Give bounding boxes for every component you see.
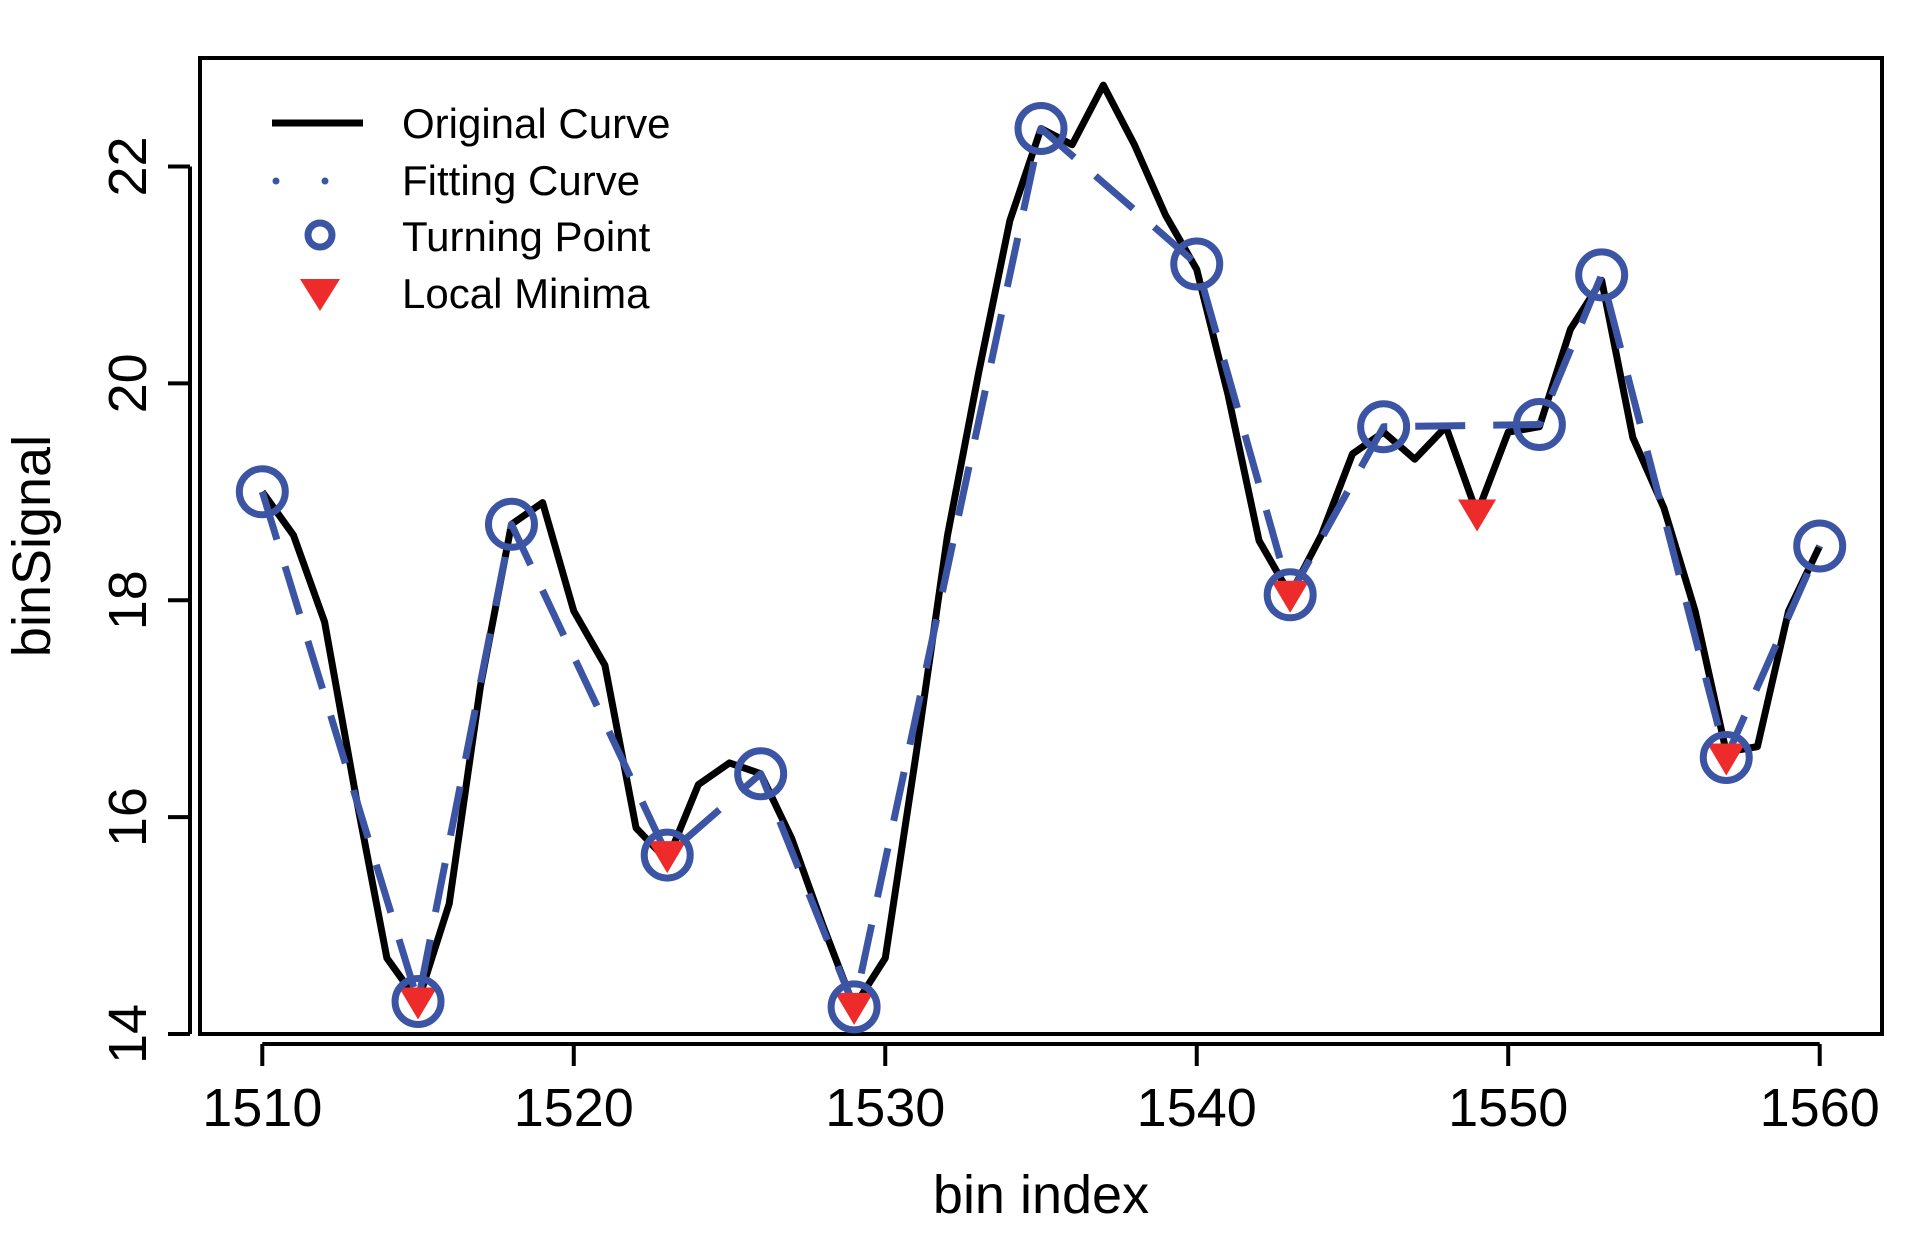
turning-point-marker bbox=[1170, 237, 1224, 291]
x-tick-label: 1530 bbox=[825, 1078, 945, 1138]
turning-point-marker bbox=[1263, 568, 1317, 622]
turning-point-marker bbox=[391, 974, 445, 1028]
x-tick-label: 1510 bbox=[202, 1078, 322, 1138]
x-axis-title: bin index bbox=[933, 1165, 1149, 1225]
local-minimum-marker bbox=[1458, 499, 1497, 532]
x-tick-label: 1560 bbox=[1760, 1078, 1880, 1138]
turning-point-marker bbox=[1512, 398, 1566, 452]
legend-swatch-fitting-curve-dot bbox=[321, 177, 329, 185]
turning-point-marker bbox=[827, 980, 881, 1034]
y-tick-label: 14 bbox=[98, 1004, 158, 1064]
y-tick-label: 16 bbox=[98, 787, 158, 847]
legend-swatch-local-minima bbox=[300, 279, 340, 311]
x-tick-label: 1520 bbox=[514, 1078, 634, 1138]
local-minimum-marker bbox=[648, 841, 687, 874]
legend-swatch-turning-point bbox=[304, 219, 336, 251]
turning-point-marker bbox=[1575, 248, 1629, 302]
y-axis-title: binSignal bbox=[2, 435, 62, 657]
local-minimum-marker bbox=[1707, 743, 1746, 776]
x-tick-label: 1540 bbox=[1137, 1078, 1257, 1138]
legend-label-local-minima: Local Minima bbox=[402, 270, 650, 317]
turning-point-marker bbox=[484, 497, 538, 551]
y-axis: 14 16 18 20 22 bbox=[98, 136, 192, 1064]
y-tick-label: 20 bbox=[98, 353, 158, 413]
local-minimum-marker bbox=[399, 987, 438, 1020]
legend-label-fitting-curve: Fitting Curve bbox=[402, 157, 640, 204]
plot-frame bbox=[198, 56, 1884, 1036]
series-layer bbox=[235, 81, 1847, 1034]
turning-point-marker bbox=[1793, 519, 1847, 573]
turning-point-marker bbox=[235, 465, 289, 519]
legend: Original Curve Fitting Curve Turning Poi… bbox=[272, 100, 670, 317]
x-axis: 1510 1520 1530 1540 1550 1560 bbox=[202, 1042, 1880, 1138]
turning-point-marker bbox=[1357, 400, 1411, 454]
x-tick-label: 1550 bbox=[1448, 1078, 1568, 1138]
legend-swatch-fitting-curve-dot bbox=[272, 177, 280, 185]
legend-label-original-curve: Original Curve bbox=[402, 100, 670, 147]
local-minimum-marker bbox=[1271, 580, 1310, 613]
turning-point-marker bbox=[1014, 101, 1068, 155]
turning-point-marker bbox=[1699, 730, 1753, 784]
local-minimum-marker bbox=[835, 992, 874, 1025]
y-tick-label: 18 bbox=[98, 570, 158, 630]
turning-point-marker bbox=[734, 747, 788, 801]
legend-label-turning-point: Turning Point bbox=[402, 213, 651, 260]
fitting-curve-line bbox=[258, 124, 1823, 1011]
y-tick-label: 22 bbox=[98, 136, 158, 196]
turning-point-marker bbox=[640, 828, 694, 882]
